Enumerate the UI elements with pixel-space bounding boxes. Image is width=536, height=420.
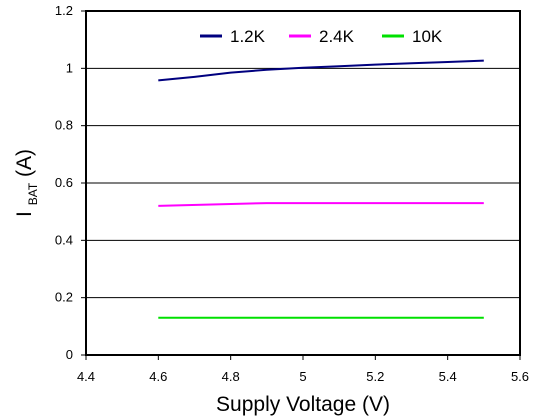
y-tick-label: 1	[66, 60, 73, 75]
y-axis-title-main: I	[13, 211, 36, 217]
x-tick-label: 5.2	[366, 369, 384, 384]
y-tick-label: 0.4	[55, 232, 73, 247]
legend-label: 1.2K	[230, 27, 266, 46]
x-tick-label: 4.8	[222, 369, 240, 384]
x-tick-label: 5.4	[439, 369, 457, 384]
grid-layer	[86, 67, 520, 299]
legend-label: 2.4K	[319, 27, 355, 46]
x-axis-title: Supply Voltage (V)	[216, 393, 390, 416]
series-line-1-2k	[158, 59, 484, 82]
series-layer	[158, 59, 484, 319]
legend-label: 10K	[412, 27, 443, 46]
y-tick-label: 1.2	[55, 3, 73, 18]
x-tick-label: 5.6	[511, 369, 529, 384]
y-tick-label: 0.2	[55, 290, 73, 305]
y-tick-label: 0.8	[55, 118, 73, 133]
y-tick-label: 0	[66, 347, 73, 362]
tick-layer: 0 0.2 0.4 0.6 0.8 1 1.2 4.4 4.6 4.8 5 5.2 5.4 5.6	[55, 3, 529, 384]
y-axis-title: I BAT (A)	[13, 149, 42, 217]
y-tick-label: 0.6	[55, 175, 73, 190]
series-line-2-4k	[158, 202, 484, 207]
x-tick-label: 4.6	[149, 369, 167, 384]
y-axis-title-subscript: BAT	[26, 182, 40, 205]
x-tick-label: 4.4	[77, 369, 95, 384]
legend: 1.2K 2.4K 10K	[200, 27, 443, 46]
y-axis-title-suffix: (A)	[13, 149, 36, 177]
x-tick-label: 5	[299, 369, 306, 384]
